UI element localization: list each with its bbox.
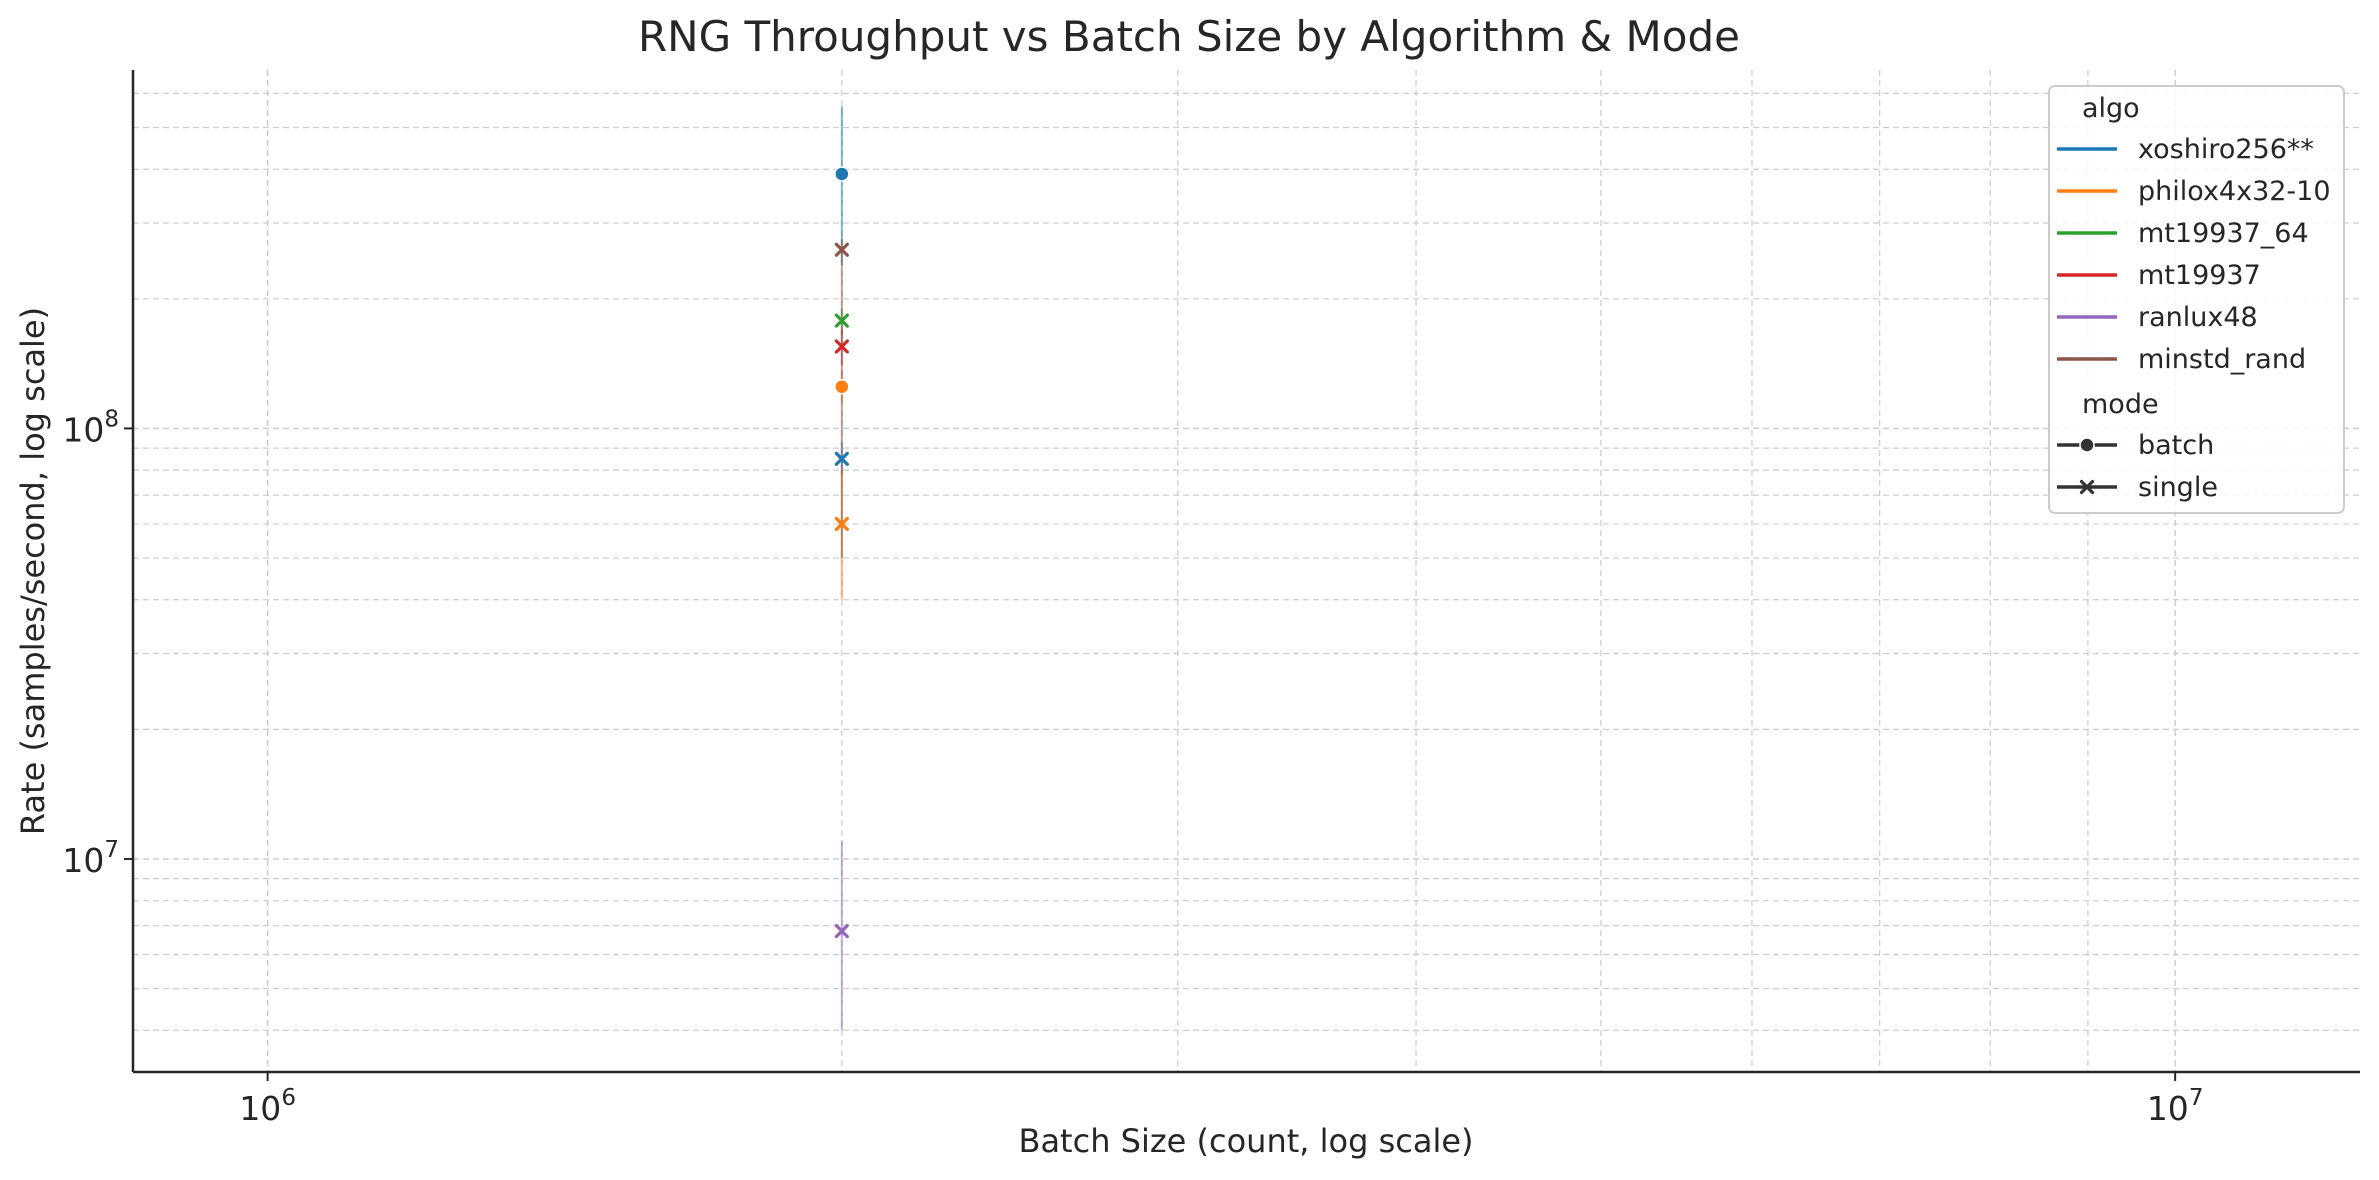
legend-mode-marker	[2079, 479, 2095, 495]
legend-label: philox4x32-10	[2138, 176, 2331, 207]
x-tick-label: 107	[2147, 1085, 2204, 1128]
legend-mode-items: batch single	[2057, 430, 2218, 503]
legend-frame	[2048, 85, 2345, 514]
legend-algo-title: algo	[2082, 93, 2140, 124]
data-point-x	[834, 451, 849, 466]
x-axis-label: Batch Size (count, log scale)	[1018, 1122, 1473, 1160]
legend-algo-items: xoshiro256** philox4x32-10 mt19937_64 mt199…	[2057, 134, 2331, 375]
legend-label: mt19937_64	[2138, 218, 2309, 249]
grid	[133, 70, 2360, 1072]
legend-label: mt19937	[2138, 260, 2261, 291]
legend-label: minstd_rand	[2138, 344, 2306, 375]
legend-mode-title: mode	[2082, 389, 2159, 420]
legend-label: ranlux48	[2138, 302, 2258, 333]
legend-mode-marker	[2079, 437, 2095, 453]
data-point-x	[834, 242, 849, 257]
x-tick-label: 106	[239, 1085, 296, 1128]
y-tick-label: 108	[62, 406, 119, 449]
tick-labels: 106 107 107 108	[62, 406, 2203, 1128]
legend: algo xoshiro256** philox4x32-10 mt19937_64…	[2048, 85, 2345, 514]
y-axis-label: Rate (samples/second, log scale)	[14, 307, 52, 835]
data-point-x	[834, 339, 849, 354]
data-markers	[834, 166, 850, 939]
chart-title: RNG Throughput vs Batch Size by Algorith…	[638, 12, 1740, 61]
data-point-circle	[834, 166, 850, 182]
data-point-x	[834, 516, 849, 532]
legend-mode-label: batch	[2138, 430, 2214, 461]
data-point-circle	[834, 378, 850, 395]
y-tick-label: 107	[62, 837, 119, 880]
legend-label: xoshiro256**	[2138, 134, 2314, 165]
data-point-x	[834, 313, 849, 328]
legend-mode-label: single	[2138, 472, 2218, 503]
axes	[131, 70, 2360, 1074]
data-point-x	[834, 923, 849, 939]
